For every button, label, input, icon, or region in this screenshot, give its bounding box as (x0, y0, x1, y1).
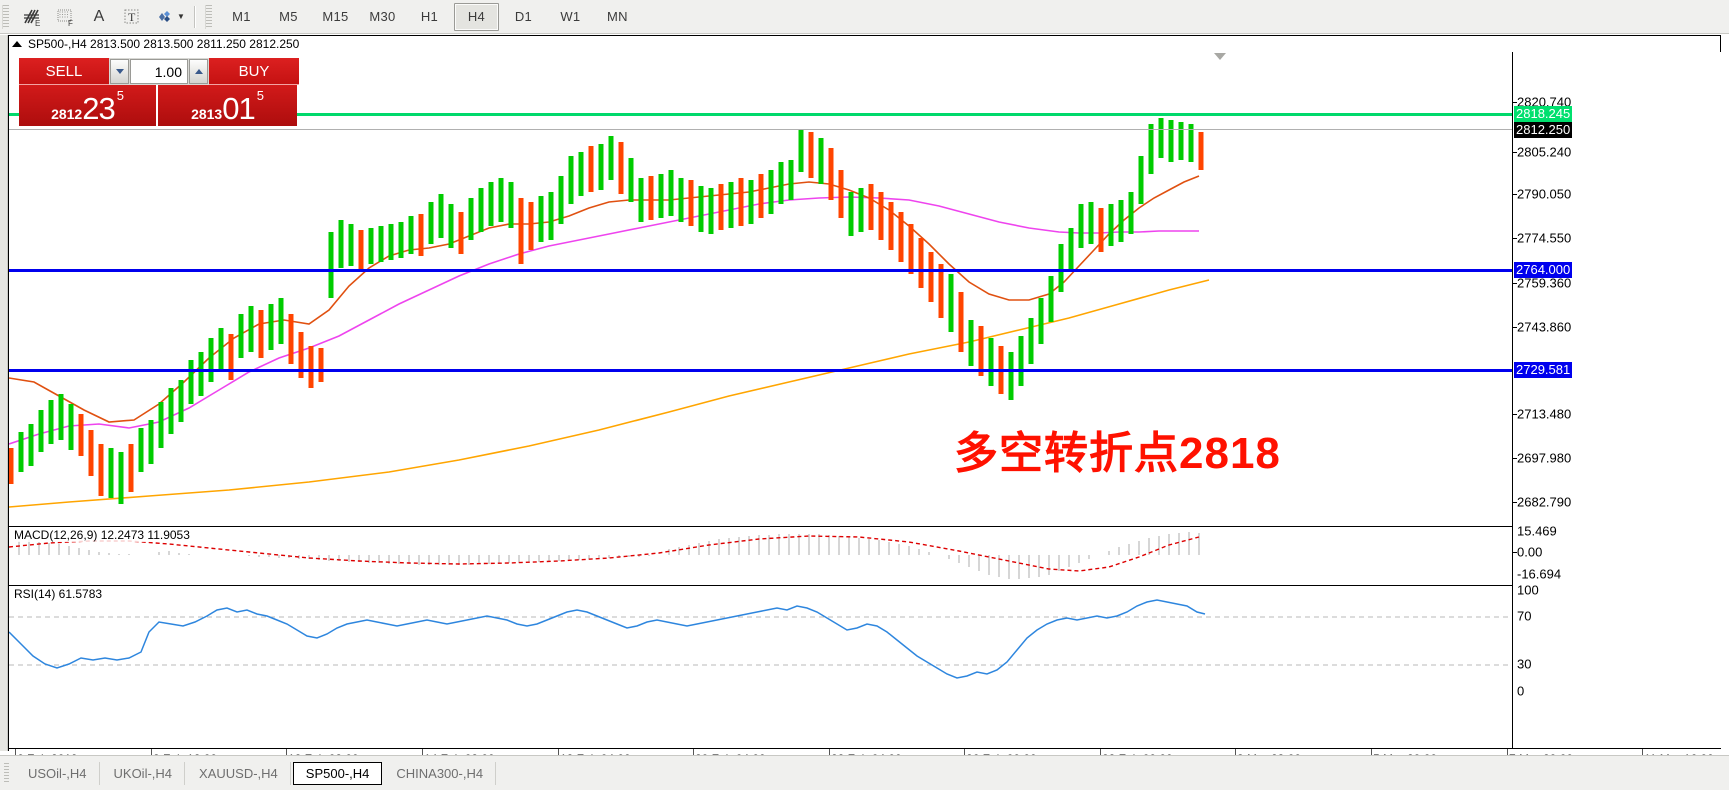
price-chart-pane[interactable]: 多空转折点2818 (9, 52, 1512, 522)
price-axis[interactable]: 2820.740 2818.245 2812.250 2805.240 2790… (1512, 52, 1721, 748)
price-axis-label: 2774.550 (1517, 230, 1572, 246)
volume-increase-button[interactable] (189, 59, 208, 84)
sell-price-prefix: 2812 (51, 106, 83, 122)
indicators-icon[interactable]: E (18, 3, 48, 31)
price-axis-label: 2805.240 (1517, 144, 1572, 160)
rsi-axis-label: 100 (1517, 582, 1539, 598)
candlestick-series (9, 118, 1204, 504)
chart-tab-usoil[interactable]: USOil-,H4 (16, 761, 100, 785)
chart-annotation-text[interactable]: 多空转折点2818 (954, 429, 1281, 478)
macd-pane[interactable]: MACD(12,26,9) 12.2473 11.9053 (9, 526, 1512, 585)
macd-axis-label: -16.694 (1517, 566, 1562, 582)
timeframe-w1[interactable]: W1 (560, 9, 581, 24)
collapse-icon[interactable] (12, 41, 22, 47)
volume-input[interactable]: 1.00 (130, 59, 188, 84)
tabs-grip[interactable] (4, 763, 9, 783)
chart-vertical-scrollbar[interactable] (0, 35, 8, 751)
price-axis-label: 2713.480 (1517, 406, 1572, 422)
svg-text:T: T (128, 10, 136, 24)
price-axis-label: 2790.050 (1517, 186, 1572, 202)
chart-tab-xauusd[interactable]: XAUUSD-,H4 (187, 761, 291, 785)
rsi-pane[interactable]: RSI(14) 61.5783 (9, 585, 1512, 749)
sell-price-display[interactable]: 2812 23 5 (19, 85, 158, 126)
current-price-highlight: 2812.250 (1514, 122, 1573, 138)
sell-button[interactable]: SELL (19, 58, 109, 85)
rsi-svg (9, 599, 1512, 679)
rsi-label: RSI(14) 61.5783 (13, 587, 104, 601)
macd-axis-label: 0.00 (1517, 544, 1543, 560)
svg-text:E: E (35, 19, 40, 28)
timeframe-h1[interactable]: H1 (420, 9, 439, 24)
timeframe-m5[interactable]: M5 (279, 9, 298, 24)
chart-title: SP500-,H4 2813.500 2813.500 2811.250 281… (28, 37, 300, 51)
main-toolbar: E F A T ▼ (0, 0, 1729, 34)
objects-icon[interactable] (150, 3, 180, 31)
timeframe-m15[interactable]: M15 (322, 9, 349, 24)
macd-axis-label: 15.469 (1517, 523, 1557, 539)
timeframe-m30[interactable]: M30 (369, 9, 396, 24)
one-click-trading-panel[interactable]: SELL 1.00 BUY 2812 23 5 2813 01 5 (19, 58, 299, 126)
macd-signal-line (9, 535, 1200, 572)
templates-icon[interactable]: F (51, 3, 81, 31)
timeframe-mn[interactable]: MN (607, 9, 628, 24)
price-level-2729-highlight[interactable]: 2729.581 (1514, 362, 1573, 378)
timeframe-d1[interactable]: D1 (514, 9, 533, 24)
price-axis-label: 2697.980 (1517, 450, 1572, 466)
price-axis-label: 2682.790 (1517, 494, 1572, 510)
macd-svg (9, 532, 1200, 579)
text-tool-icon[interactable]: A (93, 7, 105, 25)
volume-decrease-button[interactable] (110, 59, 129, 84)
chart-window: SP500-,H4 2813.500 2813.500 2811.250 281… (8, 35, 1721, 770)
timeframe-h4[interactable]: H4 (453, 2, 499, 31)
timeframe-m1[interactable]: M1 (232, 9, 251, 24)
price-level-2764-highlight[interactable]: 2764.000 (1514, 262, 1573, 278)
price-level-2818-highlight[interactable]: 2818.245 (1514, 106, 1573, 122)
sell-price-fraction: 5 (116, 88, 124, 103)
resistance-line-2818[interactable] (9, 113, 1512, 116)
toolbar-divider (193, 5, 196, 28)
current-price-line-2812 (9, 129, 1512, 130)
chart-tab-sp500[interactable]: SP500-,H4 (292, 761, 383, 785)
price-axis-label: 2759.360 (1517, 275, 1572, 291)
chart-scroll-marker[interactable] (1214, 53, 1226, 60)
sell-price-main: 23 (82, 91, 115, 127)
buy-price-prefix: 2813 (191, 106, 223, 122)
buy-price-display[interactable]: 2813 01 5 (158, 85, 297, 126)
chart-tabs-bar: USOil-,H4 UKOil-,H4 XAUUSD-,H4 SP500-,H4… (0, 755, 1729, 790)
chevron-down-icon[interactable]: ▼ (177, 12, 185, 21)
support-line-2764[interactable] (9, 269, 1512, 272)
rsi-axis-label: 70 (1517, 608, 1532, 624)
svg-text:F: F (68, 19, 73, 28)
buy-price-fraction: 5 (256, 88, 264, 103)
price-chart-svg (9, 118, 1210, 508)
support-line-2729[interactable] (9, 369, 1512, 372)
chart-header: SP500-,H4 2813.500 2813.500 2811.250 281… (9, 36, 1720, 52)
price-axis-label: 2743.860 (1517, 319, 1572, 335)
chart-tab-ukoil[interactable]: UKOil-,H4 (102, 761, 186, 785)
buy-price-main: 01 (222, 91, 255, 127)
ma-slow-line (9, 279, 1210, 508)
chart-tab-china300[interactable]: CHINA300-,H4 (384, 761, 497, 785)
rsi-axis-label: 0 (1517, 683, 1525, 699)
buy-button[interactable]: BUY (209, 58, 299, 85)
timeframe-grip[interactable] (204, 4, 212, 29)
price-axis-label: 2820.740 (1517, 94, 1572, 110)
macd-label: MACD(12,26,9) 12.2473 11.9053 (13, 528, 191, 542)
text-label-icon[interactable]: T (117, 3, 147, 31)
macd-histogram (18, 532, 1200, 579)
toolbar-grip[interactable] (2, 4, 9, 29)
volume-stepper[interactable]: 1.00 (109, 58, 209, 85)
rsi-line (9, 599, 1206, 679)
rsi-axis-label: 30 (1517, 656, 1532, 672)
ma-mid-line (9, 196, 1199, 445)
